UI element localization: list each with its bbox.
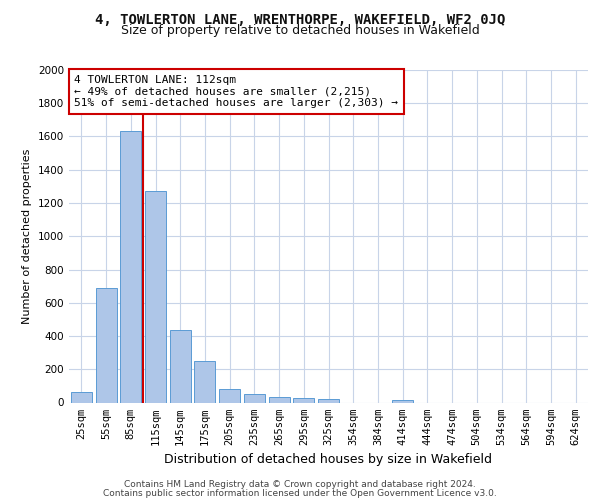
Bar: [170, 330, 191, 402]
Bar: [244, 394, 265, 402]
Bar: [120, 130, 141, 402]
Bar: [269, 396, 290, 402]
Text: 4 TOWLERTON LANE: 112sqm
← 49% of detached houses are smaller (2,215)
51% of sem: 4 TOWLERTON LANE: 112sqm ← 49% of detach…: [74, 75, 398, 108]
Text: Size of property relative to detached houses in Wakefield: Size of property relative to detached ho…: [121, 24, 479, 37]
Bar: [95, 288, 116, 403]
Text: Contains HM Land Registry data © Crown copyright and database right 2024.: Contains HM Land Registry data © Crown c…: [124, 480, 476, 489]
Text: Contains public sector information licensed under the Open Government Licence v3: Contains public sector information licen…: [103, 488, 497, 498]
Bar: [392, 400, 413, 402]
Bar: [145, 190, 166, 402]
Bar: [71, 392, 92, 402]
Bar: [293, 398, 314, 402]
Bar: [194, 362, 215, 403]
X-axis label: Distribution of detached houses by size in Wakefield: Distribution of detached houses by size …: [164, 453, 493, 466]
Bar: [318, 399, 339, 402]
Text: 4, TOWLERTON LANE, WRENTHORPE, WAKEFIELD, WF2 0JQ: 4, TOWLERTON LANE, WRENTHORPE, WAKEFIELD…: [95, 12, 505, 26]
Y-axis label: Number of detached properties: Number of detached properties: [22, 148, 32, 324]
Bar: [219, 389, 240, 402]
